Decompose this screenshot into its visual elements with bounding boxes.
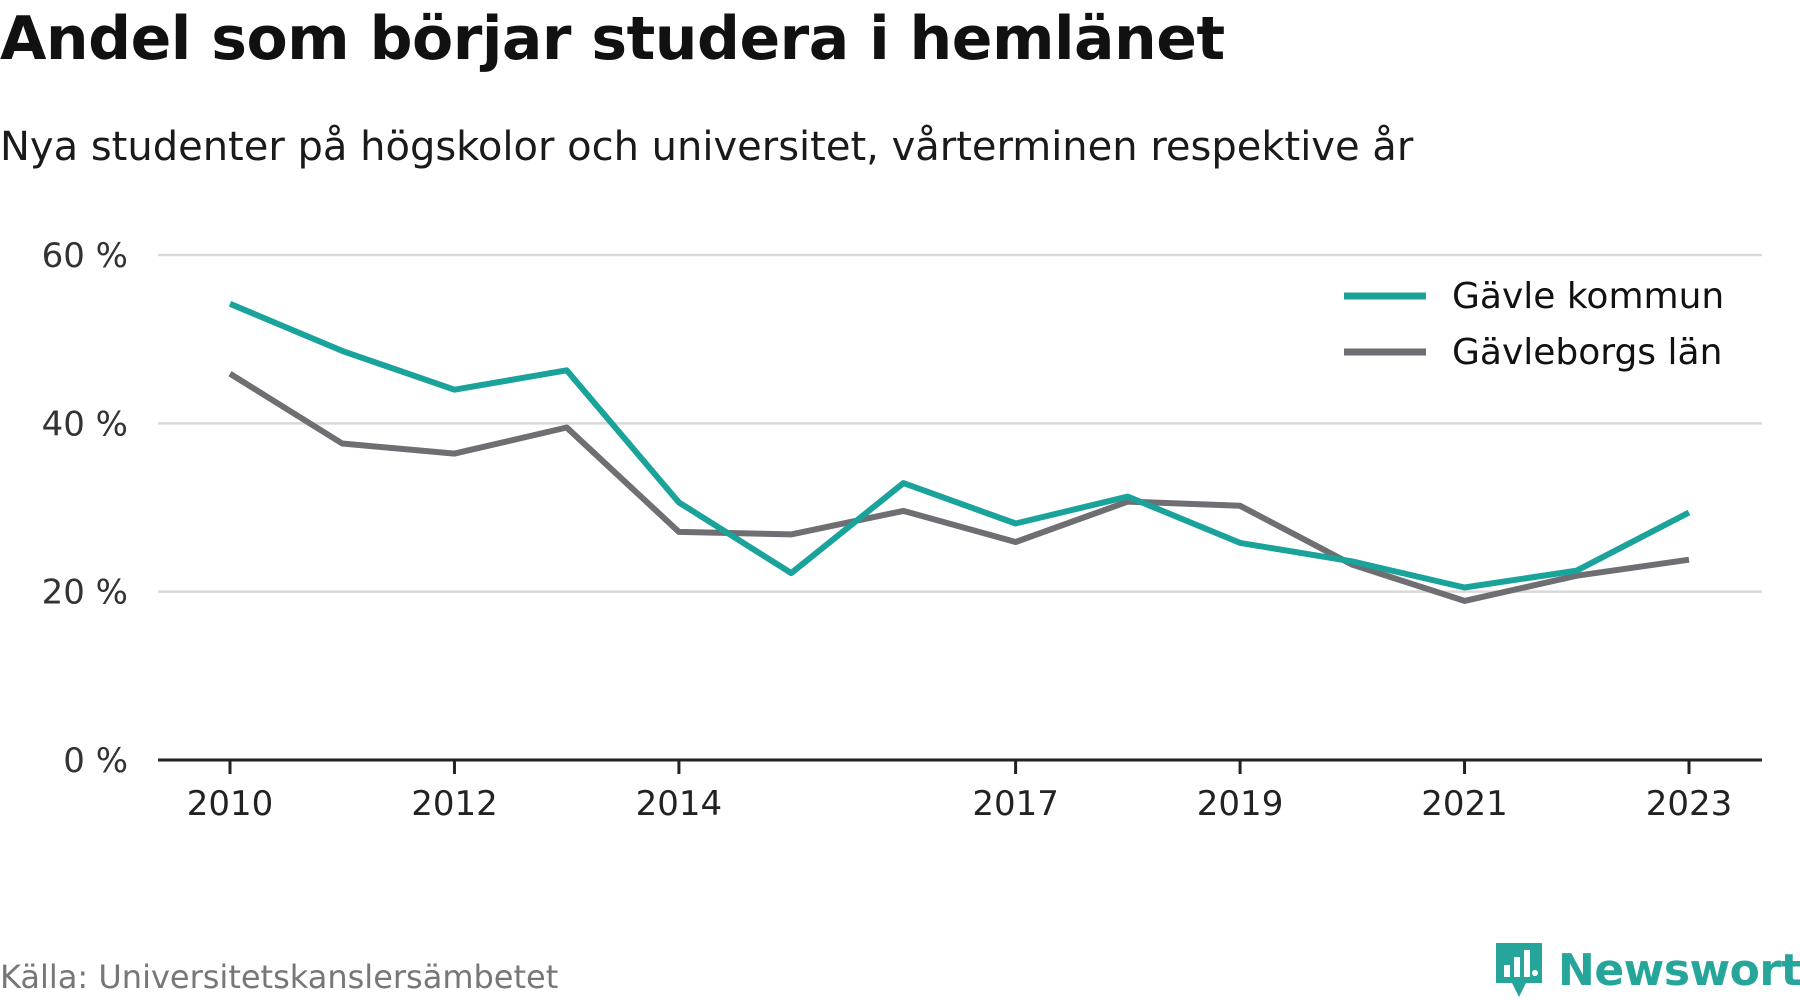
legend-label: Gävleborgs län [1452,332,1722,373]
chart-subtitle: Nya studenter på högskolor och universit… [0,124,1414,170]
newsworthy-logo-icon [1496,943,1542,997]
series-line-gavleborgs-lan [228,371,1690,604]
brand: Newsworthy [1494,940,1800,1000]
brand-name: Newsworthy [1558,944,1800,996]
x-tick-label: 2010 [187,784,274,824]
y-axis-labels: 0 % 20 % 40 % 60 % [42,236,128,781]
x-tick-label: 2021 [1421,784,1508,824]
legend: Gävle kommun Gävleborgs län [1344,276,1724,373]
x-tick-label: 2019 [1197,784,1284,824]
chart-title: Andel som börjar studera i hemlänet [0,4,1225,74]
series-line-gavle-kommun [228,301,1691,591]
y-tick-label: 40 % [42,404,128,444]
x-tick-label: 2012 [411,784,498,824]
x-tick-label: 2014 [636,784,723,824]
legend-label: Gävle kommun [1452,276,1724,317]
x-tick-label: 2023 [1646,784,1733,824]
source-note: Källa: Universitetskanslersämbetet [0,958,559,996]
y-tick-label: 0 % [63,741,128,781]
x-tick-label: 2017 [972,784,1059,824]
x-axis: 2010 2012 2014 2017 2019 2021 2023 [158,758,1762,824]
series-lines [228,301,1691,604]
y-tick-label: 20 % [42,573,128,613]
y-tick-label: 60 % [42,236,128,276]
